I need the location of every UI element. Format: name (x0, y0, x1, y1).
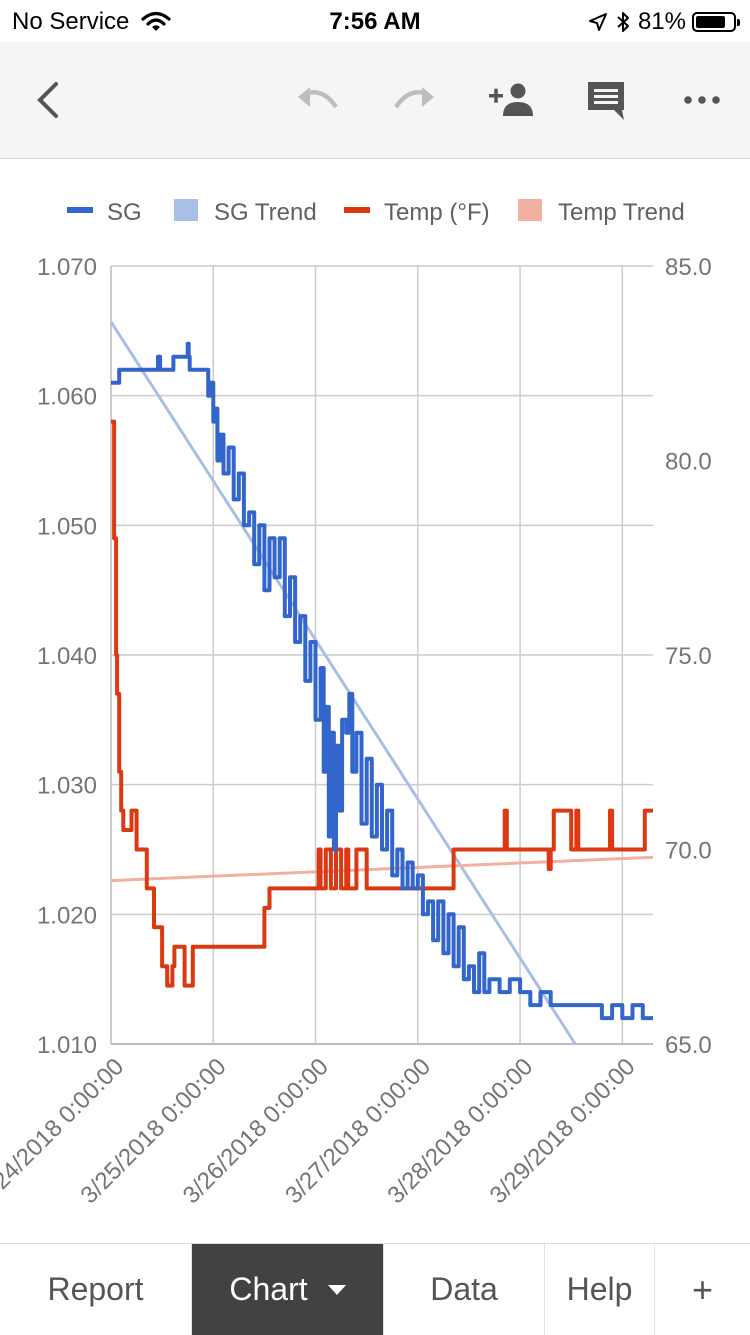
location-arrow-icon (588, 12, 608, 32)
y-right-tick-label: 70.0 (665, 838, 712, 865)
more-options-button[interactable] (674, 72, 730, 128)
y-left-tick-label: 1.070 (37, 254, 97, 281)
sg-temp-chart: SG SG Trend Temp (°F) Temp Trend 1.070 1.060… (0, 199, 712, 1209)
y-left-tick-label: 1.020 (37, 902, 97, 929)
chart-legend: SG SG Trend Temp (°F) Temp Trend (67, 199, 685, 226)
chart-series (109, 320, 654, 1045)
battery-percent: 81% (637, 8, 686, 35)
legend-label: Temp (°F) (384, 199, 490, 226)
battery-fill (696, 16, 726, 28)
share-button[interactable] (482, 72, 538, 128)
y-right-tick-label: 65.0 (665, 1032, 712, 1059)
chevron-down-icon[interactable] (327, 1284, 346, 1295)
legend-label: SG Trend (214, 199, 317, 226)
status-left: No Service (12, 8, 171, 36)
y-left-tick-label: 1.030 (37, 773, 97, 800)
series-line-temp-f (111, 419, 653, 988)
wifi-icon (141, 11, 171, 33)
bluetooth-icon (616, 11, 630, 33)
tab-chart-label: Chart (229, 1271, 308, 1307)
tab-help-label: Help (566, 1271, 633, 1307)
y-left-tick-label: 1.040 (37, 643, 97, 670)
comment-icon (588, 82, 624, 120)
tab-data[interactable]: Data (384, 1244, 545, 1335)
bottom-tab-bar: Report Chart Data Help + (0, 1243, 750, 1335)
grid-lines (110, 265, 653, 1045)
battery-icon (692, 12, 740, 32)
series-line-temp-trend (110, 855, 654, 883)
status-bar: No Service 7:56 AM 81% (0, 0, 750, 42)
tab-help[interactable]: Help (545, 1244, 655, 1335)
add-person-icon (489, 83, 533, 116)
carrier-label: No Service (12, 8, 130, 35)
y-right-tick-label: 80.0 (665, 449, 712, 476)
undo-button[interactable] (290, 72, 346, 128)
plus-icon: + (691, 1268, 714, 1310)
series-line-sg-trend (109, 320, 577, 1045)
legend-swatch (174, 199, 198, 221)
series-line-sg (111, 341, 653, 1021)
more-icon (684, 96, 720, 104)
legend-swatch (67, 207, 93, 213)
tab-report[interactable]: Report (0, 1244, 192, 1335)
status-right: 81% (588, 8, 740, 36)
y-left-tick-label: 1.050 (37, 513, 97, 540)
chart-area: SG SG Trend Temp (°F) Temp Trend 1.070 1.060… (0, 159, 750, 1243)
y-left-tick-label: 1.060 (37, 384, 97, 411)
y-left-tick-label: 1.010 (37, 1032, 97, 1059)
legend-label: SG (107, 199, 142, 226)
y-right-tick-label: 85.0 (665, 254, 712, 281)
tab-chart[interactable]: Chart (192, 1244, 384, 1335)
top-toolbar (0, 42, 750, 159)
undo-icon (298, 87, 338, 109)
comment-button[interactable] (578, 72, 634, 128)
tab-data-label: Data (430, 1271, 498, 1307)
redo-button[interactable] (386, 72, 442, 128)
legend-swatch (344, 207, 370, 213)
y-right-tick-label: 75.0 (665, 643, 712, 670)
legend-swatch (518, 199, 542, 221)
status-time: 7:56 AM (329, 8, 421, 35)
legend-label: Temp Trend (558, 199, 685, 226)
add-sheet-button[interactable]: + (655, 1244, 750, 1335)
back-button[interactable] (20, 72, 76, 128)
tab-report-label: Report (47, 1271, 144, 1307)
back-chevron-icon (37, 82, 58, 118)
redo-icon (394, 87, 434, 109)
